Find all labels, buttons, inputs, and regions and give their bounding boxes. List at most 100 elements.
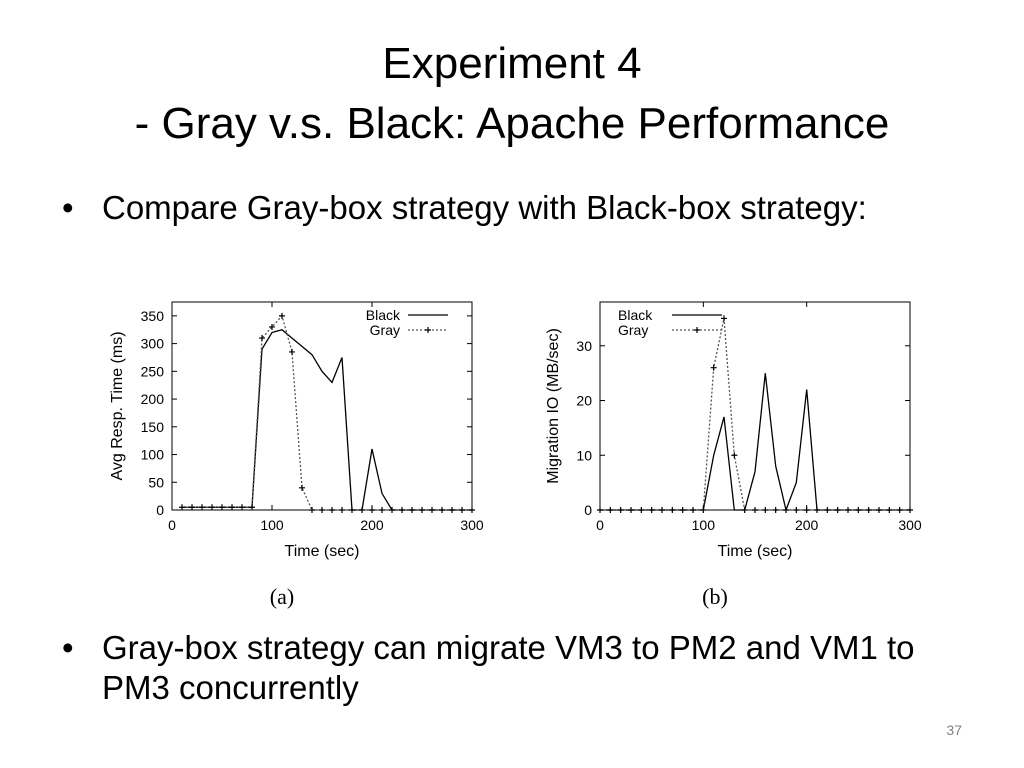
data-point-gray <box>648 507 655 513</box>
chart-avg-response-time: 0 50 100 150 200 250 300 350 0 100 200 300 Time (sec… <box>109 301 484 609</box>
series-line-black <box>182 328 472 511</box>
y-tick-label: 20 <box>576 393 592 409</box>
data-point-gray <box>389 507 395 513</box>
legend-label-gray: Gray <box>618 322 648 338</box>
x-tick-label: 100 <box>692 517 716 533</box>
y-tick-label: 150 <box>141 419 165 435</box>
data-point-gray <box>269 323 275 330</box>
data-point-gray <box>669 507 676 513</box>
data-point-gray <box>617 507 624 513</box>
data-point-gray <box>249 504 255 511</box>
data-point-gray <box>379 507 385 513</box>
data-point-gray <box>772 507 779 513</box>
legend-label-black: Black <box>618 307 653 323</box>
y-tick-label: 200 <box>141 391 165 407</box>
page-number: 37 <box>946 722 962 738</box>
data-point-gray <box>855 507 862 513</box>
series-line-gray <box>600 318 910 511</box>
x-tick-label: 300 <box>460 517 484 533</box>
data-point-gray <box>349 507 355 513</box>
data-point-gray <box>865 507 872 513</box>
data-point-gray <box>309 507 315 513</box>
legend-marker-gray <box>425 327 431 333</box>
bullet-dot-icon: • <box>62 189 74 226</box>
data-point-gray <box>690 507 696 513</box>
data-point-gray <box>189 504 195 511</box>
y-tick-label: 0 <box>156 502 164 518</box>
data-point-gray <box>762 507 769 513</box>
slide-title: Experiment 4 - Gray v.s. Black: Apache P… <box>0 34 1024 154</box>
data-point-gray <box>219 504 225 511</box>
y-axis-label: Migration IO (MB/sec) <box>545 328 562 484</box>
data-point-gray <box>731 452 738 459</box>
data-point-gray <box>896 507 903 513</box>
slide-title-line2: - Gray v.s. Black: Apache Performance <box>134 99 890 148</box>
data-point-gray <box>783 507 789 513</box>
y-tick-label: 50 <box>148 474 164 490</box>
x-tick-label: 300 <box>898 517 922 533</box>
x-tick-label: 0 <box>168 517 176 533</box>
chart-caption: (a) <box>270 584 294 609</box>
bullet-dot-icon: • <box>62 629 74 666</box>
data-point-gray <box>886 507 893 513</box>
data-point-gray <box>793 507 800 513</box>
data-point-gray <box>319 507 325 513</box>
x-tick-label: 100 <box>260 517 284 533</box>
data-point-gray <box>409 507 415 513</box>
x-axis-label: Time (sec) <box>285 543 360 560</box>
data-point-gray <box>259 335 265 342</box>
data-point-gray <box>803 507 810 513</box>
y-axis-label: Avg Resp. Time (ms) <box>109 331 126 480</box>
data-point-gray <box>597 507 603 513</box>
data-point-gray <box>469 507 475 513</box>
y-tick-label: 300 <box>141 336 165 352</box>
data-point-gray <box>179 504 185 511</box>
data-point-gray <box>229 504 235 511</box>
legend-marker-gray <box>694 327 700 333</box>
data-point-gray <box>679 507 686 513</box>
data-point-gray <box>752 507 758 513</box>
y-tick-label: 350 <box>141 308 165 324</box>
data-point-gray <box>339 507 345 513</box>
data-point-gray <box>299 484 305 491</box>
legend-label-black: Black <box>366 307 401 323</box>
data-point-gray <box>607 507 614 513</box>
legend-label-gray: Gray <box>370 322 400 338</box>
bullet-item-compare: • Compare Gray-box strategy with Black-b… <box>62 188 962 278</box>
data-point-gray <box>289 348 295 355</box>
y-tick-label: 250 <box>141 363 165 379</box>
plot-frame <box>171 301 473 511</box>
data-point-gray <box>907 507 913 513</box>
data-point-gray <box>209 504 215 511</box>
data-point-gray <box>721 315 727 322</box>
data-point-gray <box>876 507 882 513</box>
data-point-gray <box>419 507 425 513</box>
data-point-gray <box>845 507 851 513</box>
data-point-gray <box>700 507 707 513</box>
bullet-text-concurrent: Gray-box strategy can migrate VM3 to PM2… <box>102 629 915 706</box>
y-tick-label: 0 <box>584 502 592 518</box>
data-point-gray <box>359 507 365 513</box>
data-point-gray <box>439 507 445 513</box>
y-tick-label: 100 <box>141 447 165 463</box>
data-point-gray <box>459 507 465 513</box>
bullet-text-compare: Compare Gray-box strategy with Black-box… <box>102 189 867 226</box>
x-axis-label: Time (sec) <box>718 543 793 560</box>
data-point-gray <box>628 507 634 513</box>
data-point-gray <box>329 507 335 513</box>
y-tick-label: 10 <box>576 447 592 463</box>
data-point-gray <box>814 507 820 513</box>
data-point-gray <box>399 507 405 513</box>
data-point-gray <box>199 504 205 511</box>
data-point-gray <box>710 364 717 371</box>
data-point-gray <box>449 507 455 513</box>
data-point-gray <box>429 507 435 513</box>
data-point-gray <box>824 507 831 513</box>
data-point-gray <box>369 507 375 513</box>
y-tick-label: 30 <box>576 338 592 354</box>
slide-title-line1: Experiment 4 <box>382 39 642 88</box>
bullet-item-concurrent: • Gray-box strategy can migrate VM3 to P… <box>62 628 962 718</box>
x-tick-label: 200 <box>360 517 384 533</box>
x-tick-label: 0 <box>596 517 604 533</box>
